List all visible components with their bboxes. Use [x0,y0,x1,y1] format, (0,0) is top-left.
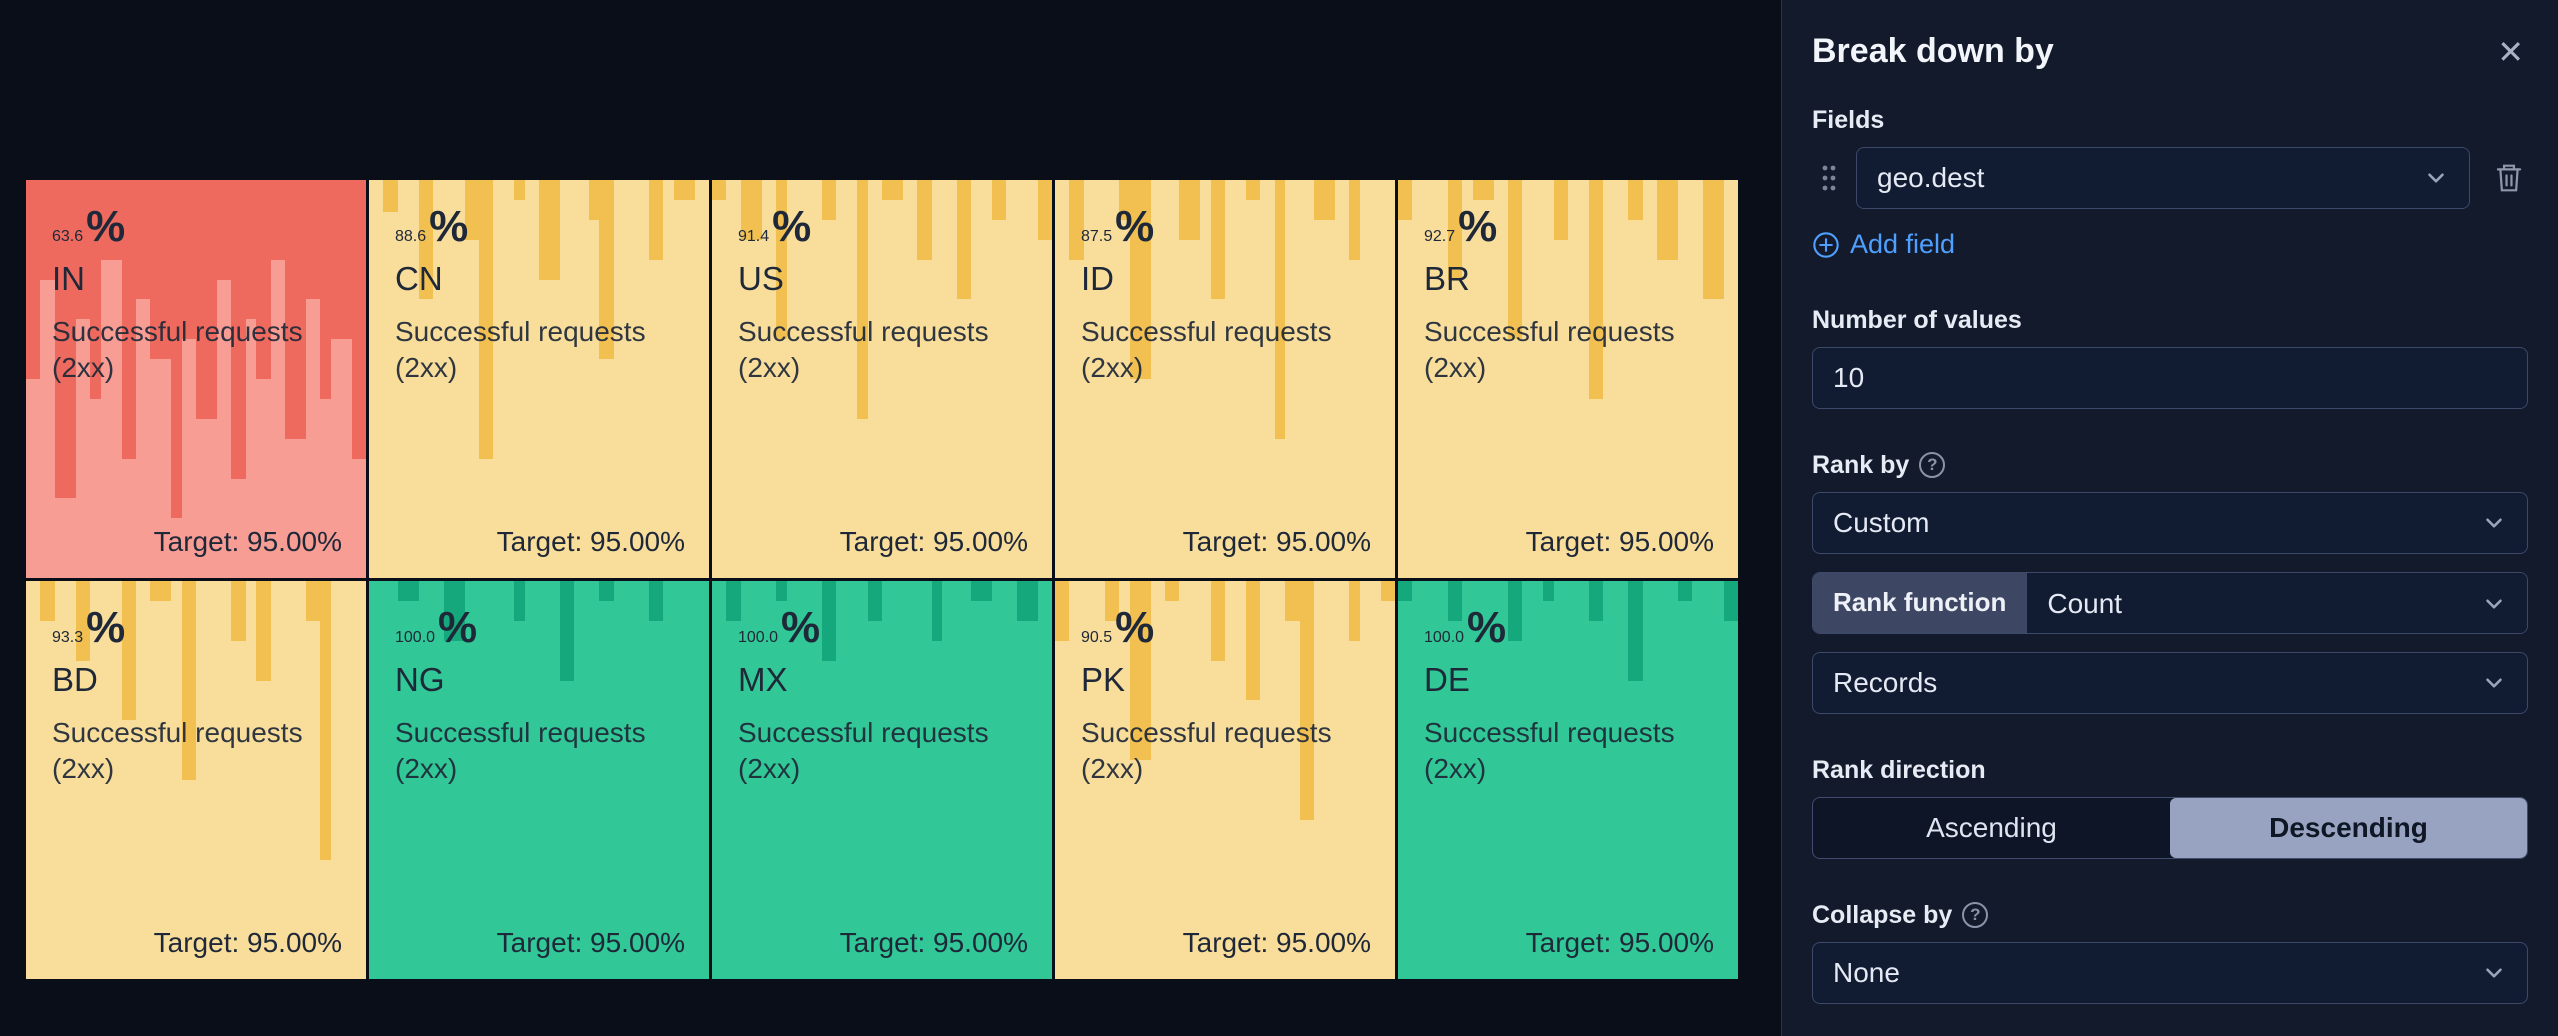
ascending-button[interactable]: Ascending [1813,798,2170,858]
trash-icon [2496,164,2522,192]
field-row: geo.dest [1812,147,2528,209]
metric-tile-id[interactable]: 87.5% ID Successful requests (2xx) Targe… [1055,180,1395,578]
chevron-down-icon [2481,670,2507,696]
tile-country: BD [52,661,98,698]
tile-target: Target: 95.00% [1525,927,1714,958]
question-mark-icon[interactable]: ? [1919,452,1946,478]
plus-circle-icon [1813,231,1839,258]
rank-direction-label: Rank direction [1812,755,1986,784]
metric-tile-us[interactable]: 91.4% US Successful requests (2xx) Targe… [712,180,1052,578]
close-button[interactable]: ✕ [2493,32,2528,72]
tile-target: Target: 95.00% [496,927,685,958]
tile-country: US [738,260,784,297]
rank-metric-select[interactable]: Records [1812,651,2528,714]
tile-value: 88.6% [395,202,469,251]
tile-target: Target: 95.00% [1182,927,1371,958]
tile-target: Target: 95.00% [1525,526,1714,557]
sparkline-bars [1398,180,1738,578]
metric-tile-in[interactable]: 63.6% IN Successful requests (2xx) Targe… [26,180,366,578]
sparkline-bars [26,581,366,979]
metric-grid: 63.6% IN Successful requests (2xx) Targe… [26,180,1738,979]
collapse-by-select[interactable]: None [1812,941,2528,1004]
tile-country: DE [1424,661,1470,698]
question-mark-icon[interactable]: ? [1962,902,1989,928]
sparkline-bars [369,581,709,979]
rank-direction-group: Ascending Descending [1812,796,2528,859]
tile-subtitle: Successful requests (2xx) [738,316,989,384]
chevron-down-icon [2481,510,2507,536]
metric-tile-br[interactable]: 92.7% BR Successful requests (2xx) Targe… [1398,180,1738,578]
tile-subtitle: Successful requests (2xx) [52,316,303,384]
add-field-button[interactable]: Add field [1812,229,1955,260]
breakdown-field-select[interactable]: geo.dest [1856,147,2470,209]
tile-country: MX [738,661,788,698]
chevron-down-icon [2481,591,2507,617]
tile-subtitle: Successful requests (2xx) [1424,316,1675,384]
rank-function-row: Rank function Count [1812,571,2528,634]
metric-tile-mx[interactable]: 100.0% MX Successful requests (2xx) Targ… [712,581,1052,979]
tile-value: 100.0% [738,603,821,652]
tile-country: ID [1081,260,1114,297]
sparkline-bars [1055,180,1395,578]
breakdown-panel: Break down by ✕ Fields geo.dest [1781,0,2558,1036]
number-of-values-label: Number of values [1812,305,2022,334]
metric-tile-de[interactable]: 100.0% DE Successful requests (2xx) Targ… [1398,581,1738,979]
tile-value: 93.3% [52,603,126,652]
add-field-label: Add field [1850,229,1956,259]
tile-target: Target: 95.00% [1182,526,1371,557]
tile-subtitle: Successful requests (2xx) [395,316,646,384]
tile-target: Target: 95.00% [496,526,685,557]
delete-field-button[interactable] [2490,158,2528,198]
metric-tile-bd[interactable]: 93.3% BD Successful requests (2xx) Targe… [26,581,366,979]
tile-subtitle: Successful requests (2xx) [395,717,646,785]
tile-subtitle: Successful requests (2xx) [1424,717,1675,785]
tile-country: BR [1424,260,1470,297]
tile-target: Target: 95.00% [839,927,1028,958]
tile-country: NG [395,661,445,698]
tile-country: PK [1081,661,1126,698]
tile-value: 91.4% [738,202,812,251]
sparkline-bars [26,180,366,578]
panel-title: Break down by [1812,32,2054,70]
dashboard-canvas: 63.6% IN Successful requests (2xx) Targe… [26,180,1738,979]
sparkline-bars [1055,581,1395,979]
rank-function-prepend-label: Rank function [1813,572,2027,633]
collapse-by-label: Collapse by ? [1812,901,2528,930]
rank-by-label: Rank by ? [1812,451,2528,480]
tile-subtitle: Successful requests (2xx) [738,717,989,785]
tile-target: Target: 95.00% [839,526,1028,557]
tile-target: Target: 95.00% [153,927,342,958]
rank-by-select[interactable]: Custom [1812,491,2528,554]
metric-tile-pk[interactable]: 90.5% PK Successful requests (2xx) Targe… [1055,581,1395,979]
sparkline-bars [712,180,1052,578]
tile-country: CN [395,260,443,297]
tile-value: 100.0% [1424,603,1507,652]
tile-subtitle: Successful requests (2xx) [1081,717,1332,785]
tile-value: 90.5% [1081,603,1155,652]
sparkline-bars [369,180,709,578]
tile-country: IN [52,260,85,297]
tile-subtitle: Successful requests (2xx) [1081,316,1332,384]
rank-function-select[interactable]: Count [2026,572,2527,633]
drag-handle-icon[interactable] [1812,163,1846,193]
chevron-down-icon [2423,165,2449,191]
metric-tile-cn[interactable]: 88.6% CN Successful requests (2xx) Targe… [369,180,709,578]
tile-value: 100.0% [395,603,478,652]
close-icon: ✕ [2497,34,2524,70]
tile-value: 92.7% [1424,202,1498,251]
sparkline-bars [1398,581,1738,979]
metric-tile-ng[interactable]: 100.0% NG Successful requests (2xx) Targ… [369,581,709,979]
tile-subtitle: Successful requests (2xx) [52,717,303,785]
chevron-down-icon [2481,960,2507,986]
sparkline-bars [712,581,1052,979]
tile-value: 87.5% [1081,202,1155,251]
descending-button[interactable]: Descending [2170,797,2527,858]
tile-target: Target: 95.00% [153,526,342,557]
tile-value: 63.6% [52,202,126,251]
number-of-values-input[interactable] [1812,346,2528,409]
fields-label: Fields [1812,106,1885,134]
